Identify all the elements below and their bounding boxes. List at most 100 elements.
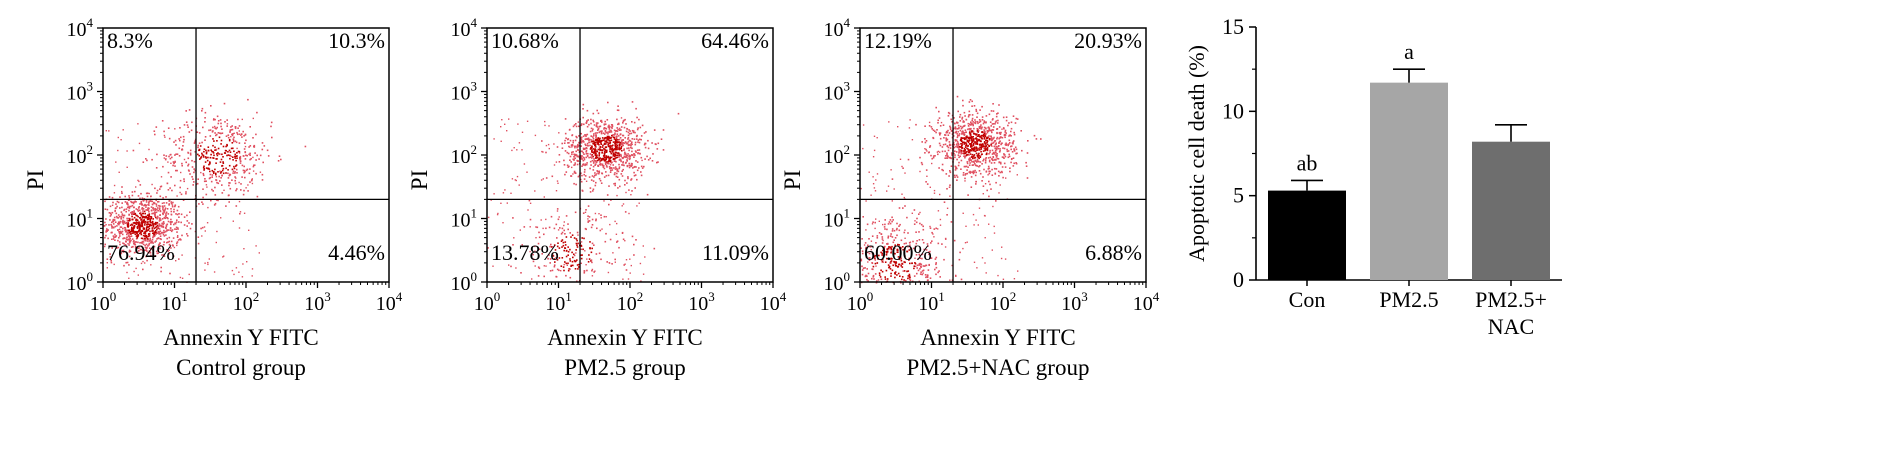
event-dot <box>223 255 225 257</box>
event-dot <box>597 165 600 167</box>
event-dot <box>249 152 251 155</box>
event-dot <box>121 250 123 252</box>
event-dot <box>616 140 618 143</box>
event-dot <box>594 139 597 142</box>
event-dot <box>111 211 114 214</box>
event-dot <box>185 192 187 195</box>
event-dot <box>967 125 970 127</box>
event-dot <box>109 219 111 221</box>
event-dot <box>201 107 204 110</box>
event-dot <box>214 127 216 129</box>
event-dot <box>147 228 150 231</box>
event-dot <box>128 244 130 246</box>
event-dot <box>630 164 632 167</box>
event-dot <box>594 148 597 151</box>
event-dot <box>876 237 879 239</box>
event-dot <box>236 188 238 190</box>
event-dot <box>143 239 145 241</box>
event-dot <box>199 158 201 160</box>
event-dot <box>173 208 175 211</box>
event-dot <box>621 149 623 152</box>
event-dot <box>156 221 158 224</box>
event-dot <box>609 238 612 241</box>
event-dot <box>634 187 636 189</box>
event-dot <box>662 149 665 151</box>
event-dot <box>926 243 929 245</box>
event-dot <box>976 139 978 141</box>
event-dot <box>121 192 123 194</box>
event-dot <box>572 141 574 144</box>
event-dot <box>964 165 967 168</box>
event-dot <box>976 116 978 118</box>
event-dot <box>577 149 580 151</box>
event-dot <box>884 219 886 221</box>
event-dot <box>212 144 214 147</box>
event-dot <box>573 158 575 160</box>
event-dot <box>956 136 959 139</box>
event-dot <box>995 181 997 184</box>
event-dot <box>590 260 592 262</box>
event-dot <box>622 142 624 144</box>
event-dot <box>620 129 622 131</box>
event-dot <box>144 235 146 238</box>
event-dot <box>553 227 556 230</box>
event-dot <box>975 161 978 163</box>
event-dot <box>167 257 170 259</box>
tick-base: 10 <box>233 293 253 315</box>
event-dot <box>143 249 146 252</box>
event-dot <box>973 157 976 159</box>
event-dot <box>882 223 884 226</box>
event-dot <box>277 160 280 162</box>
tick-base: 10 <box>824 146 844 168</box>
event-dot <box>970 144 972 147</box>
event-dot <box>970 146 972 148</box>
event-dot <box>969 153 972 155</box>
event-dot <box>629 272 631 274</box>
event-dot <box>136 225 139 228</box>
event-dot <box>132 149 135 152</box>
event-dot <box>628 189 630 191</box>
event-dot <box>528 199 531 202</box>
event-dot <box>620 145 623 148</box>
event-dot <box>212 190 214 192</box>
event-dot <box>159 214 161 216</box>
event-dot <box>597 170 599 173</box>
event-dot <box>578 263 580 266</box>
event-dot <box>630 144 632 147</box>
event-dot <box>623 164 625 167</box>
event-dot <box>996 122 999 124</box>
event-dot <box>163 241 165 243</box>
event-dot <box>605 174 608 177</box>
event-dot <box>1002 176 1004 179</box>
event-dot <box>104 243 106 246</box>
event-dot <box>991 137 993 139</box>
event-dot <box>983 126 986 129</box>
event-dot <box>131 232 133 234</box>
event-dot <box>163 210 166 212</box>
event-dot <box>110 261 113 264</box>
event-dot <box>221 192 224 194</box>
event-dot <box>131 224 134 226</box>
event-dot <box>251 275 253 277</box>
event-dot <box>131 229 133 231</box>
event-dot <box>534 245 536 248</box>
event-dot <box>961 126 964 129</box>
event-dot <box>972 138 975 140</box>
event-dot <box>867 251 869 254</box>
event-dot <box>239 160 242 162</box>
event-dot <box>580 124 583 127</box>
event-dot <box>975 183 977 185</box>
event-dot <box>137 195 140 197</box>
event-dot <box>146 229 148 232</box>
event-dot <box>622 203 625 205</box>
event-dot <box>521 244 523 246</box>
event-dot <box>604 136 607 139</box>
event-dot <box>170 214 173 216</box>
event-dot <box>992 118 994 120</box>
event-dot <box>631 138 634 140</box>
event-dot <box>218 175 220 178</box>
event-dot <box>638 149 641 151</box>
event-dot <box>613 155 616 158</box>
event-dot <box>880 233 883 235</box>
